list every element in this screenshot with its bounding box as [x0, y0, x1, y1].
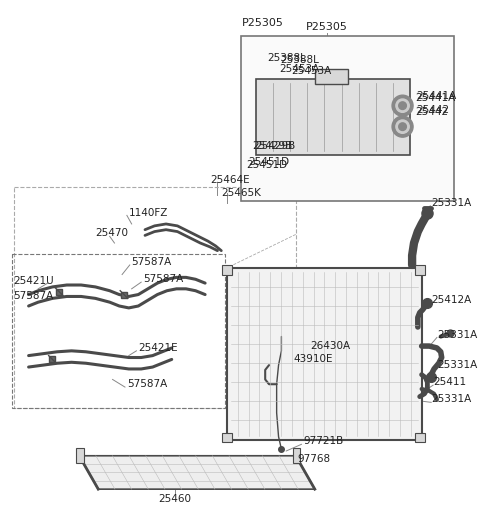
Bar [12, 253, 225, 408]
Bar [415, 265, 424, 275]
Text: 25441A: 25441A [415, 93, 455, 103]
Bar [222, 433, 232, 442]
Text: 25465K: 25465K [221, 188, 261, 198]
Bar [256, 79, 410, 156]
Text: 57587A: 57587A [127, 379, 167, 389]
Text: 25388L: 25388L [280, 55, 319, 65]
Bar [14, 187, 296, 408]
Text: 25451D: 25451D [248, 157, 289, 167]
Text: 25331A: 25331A [437, 330, 477, 340]
Text: 25421U: 25421U [13, 276, 54, 286]
Text: 25453A: 25453A [291, 66, 331, 76]
Bar [227, 268, 421, 440]
Bar [293, 448, 300, 463]
Text: 25412A: 25412A [431, 295, 471, 305]
Bar [315, 69, 348, 84]
Text: 57587A: 57587A [132, 257, 172, 267]
Text: 25331A: 25331A [431, 395, 471, 405]
Text: 97768: 97768 [298, 454, 331, 463]
Text: 97721B: 97721B [303, 436, 344, 446]
Text: 26430A: 26430A [310, 341, 350, 351]
Circle shape [392, 95, 413, 116]
Text: 25453A: 25453A [279, 65, 320, 75]
Circle shape [396, 120, 409, 133]
Polygon shape [79, 456, 315, 489]
Circle shape [392, 116, 413, 137]
Circle shape [399, 123, 407, 131]
Text: 43910E: 43910E [294, 354, 333, 364]
Bar [415, 433, 424, 442]
Text: 25464E: 25464E [210, 175, 250, 185]
Text: 25429B: 25429B [252, 141, 292, 151]
Text: 25451D: 25451D [246, 160, 287, 170]
Text: 1140FZ: 1140FZ [129, 207, 168, 217]
Text: 25429B: 25429B [256, 141, 296, 151]
Text: 25331A: 25331A [431, 198, 471, 208]
Text: 25421E: 25421E [138, 343, 178, 353]
Text: 25411: 25411 [433, 377, 466, 387]
Bar [241, 36, 454, 201]
Text: 25460: 25460 [158, 494, 191, 504]
Text: 25388L: 25388L [267, 53, 306, 63]
Text: 57587A: 57587A [13, 290, 54, 300]
Circle shape [399, 102, 407, 110]
Circle shape [396, 99, 409, 112]
Text: 57587A: 57587A [143, 274, 183, 284]
Text: 25331A: 25331A [437, 360, 477, 370]
Text: 25441A: 25441A [416, 91, 456, 101]
Text: P25305: P25305 [306, 22, 348, 32]
Text: P25305: P25305 [242, 17, 284, 28]
Text: 25470: 25470 [96, 229, 128, 239]
Bar [222, 265, 232, 275]
Bar [76, 448, 84, 463]
Text: 25442: 25442 [416, 105, 449, 115]
Text: 25442: 25442 [415, 107, 448, 117]
